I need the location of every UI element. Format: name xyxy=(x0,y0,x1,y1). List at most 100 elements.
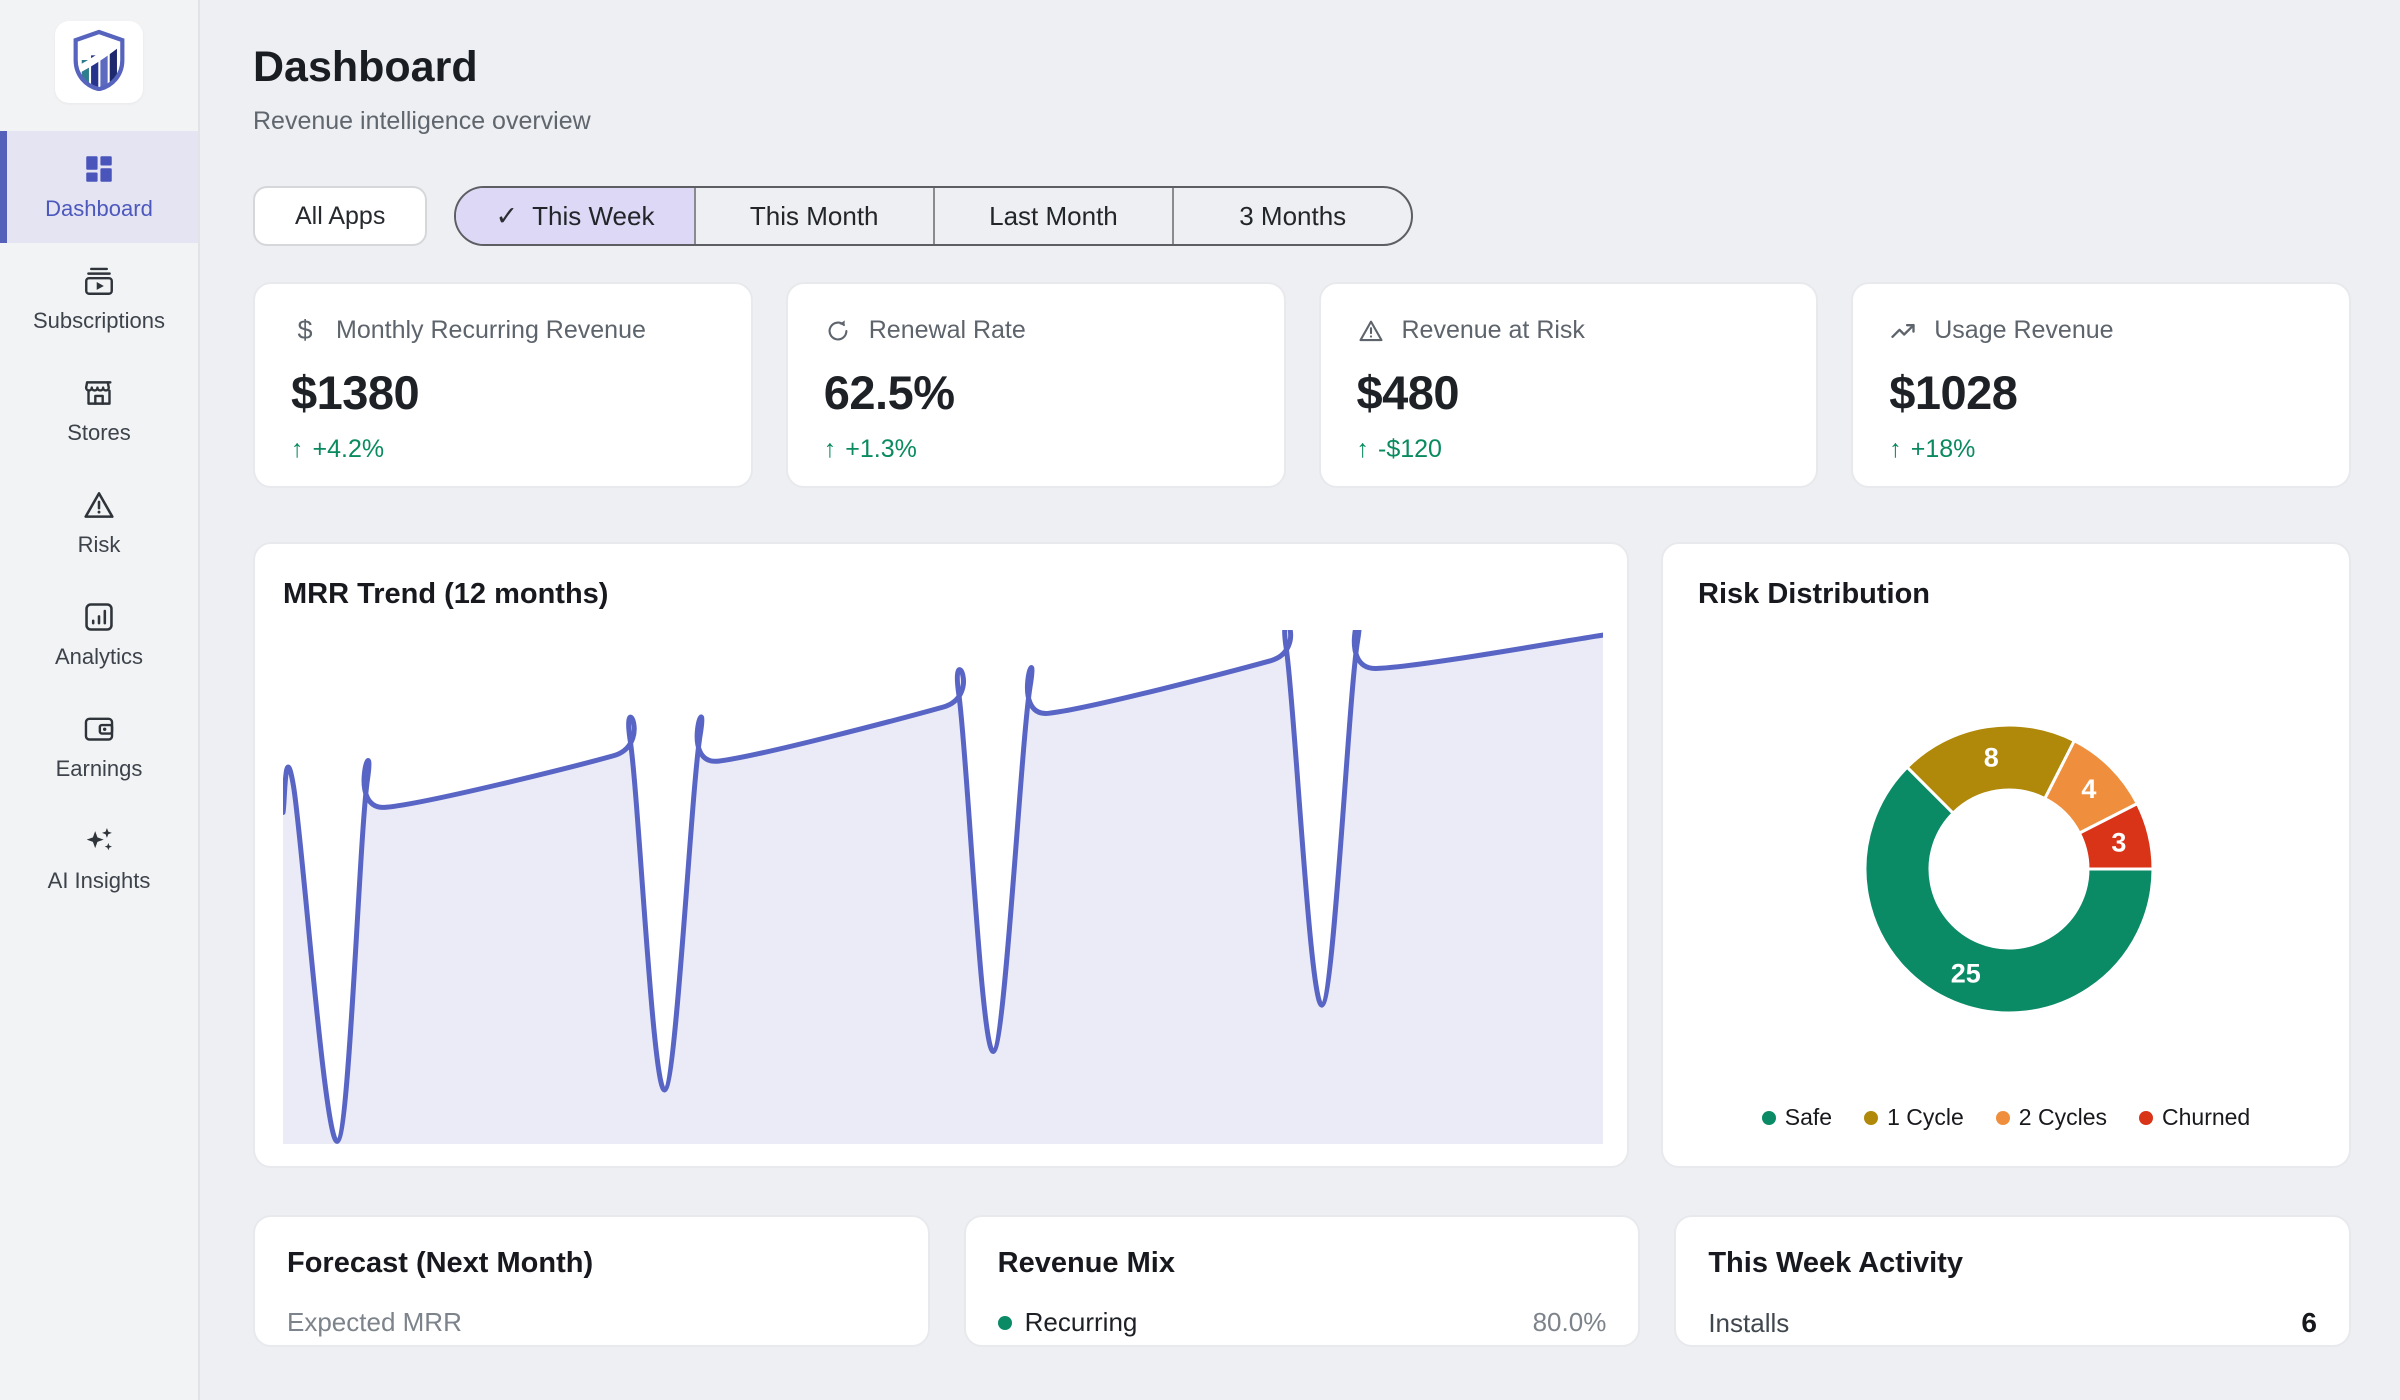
sidebar: Dashboard Subscriptions Stores Risk xyxy=(0,0,200,1400)
up-arrow-icon: ↑ xyxy=(824,435,837,464)
warning-icon xyxy=(82,488,116,522)
kpi-value: $1380 xyxy=(291,365,715,420)
kpi-label: Monthly Recurring Revenue xyxy=(336,316,646,345)
trending-up-icon xyxy=(1889,317,1917,345)
risk-distribution-card: Risk Distribution 25 8 43 Safe 1 Cycle 2 C… xyxy=(1661,542,2351,1168)
kpi-delta: ↑ +4.2% xyxy=(291,435,715,464)
chart-title: Risk Distribution xyxy=(1698,578,2314,611)
donut-legend: Safe 1 Cycle 2 Cycles Churned xyxy=(1663,1104,2349,1131)
sparkles-icon xyxy=(82,824,116,858)
svg-text:8: 8 xyxy=(1984,742,1999,772)
forecast-card: Forecast (Next Month) Expected MRR xyxy=(253,1215,930,1347)
activity-value: 6 xyxy=(2301,1307,2317,1339)
filter-bar: All Apps ✓ This Week This Month Last Mon… xyxy=(253,186,2351,246)
sidebar-item-label: Risk xyxy=(78,532,121,558)
bottom-row: Forecast (Next Month) Expected MRR Reven… xyxy=(253,1215,2351,1347)
segment-label: This Week xyxy=(532,201,654,232)
up-arrow-icon: ↑ xyxy=(1357,435,1370,464)
kpi-value: $480 xyxy=(1357,365,1781,420)
card-title: This Week Activity xyxy=(1708,1247,2317,1280)
kpi-delta: ↑ -$120 xyxy=(1357,435,1781,464)
sidebar-item-subscriptions[interactable]: Subscriptions xyxy=(0,243,198,355)
segment-this-month[interactable]: This Month xyxy=(694,188,933,244)
sidebar-item-earnings[interactable]: Earnings xyxy=(0,691,198,803)
sidebar-item-label: Subscriptions xyxy=(33,308,165,334)
kpi-delta: ↑ +1.3% xyxy=(824,435,1248,464)
chart-title: MRR Trend (12 months) xyxy=(283,578,1599,611)
storefront-icon xyxy=(82,376,116,410)
kpi-card-revenue-at-risk: Revenue at Risk $480 ↑ -$120 xyxy=(1319,282,1819,488)
recurring-dot xyxy=(998,1316,1012,1330)
mrr-line-chart xyxy=(283,630,1603,1144)
dashboard-icon xyxy=(82,152,116,186)
dollar-icon: $ xyxy=(291,317,319,345)
revenue-mix-value: 80.0% xyxy=(1533,1307,1607,1338)
sidebar-item-label: Stores xyxy=(67,420,131,446)
card-title: Revenue Mix xyxy=(998,1247,1607,1280)
dashboard-page: Dashboard Subscriptions Stores Risk xyxy=(0,0,2400,1400)
up-arrow-icon: ↑ xyxy=(291,435,304,464)
legend-item-1-cycle: 1 Cycle xyxy=(1864,1104,1964,1131)
legend-dot xyxy=(1996,1111,2010,1125)
sidebar-item-dashboard[interactable]: Dashboard xyxy=(0,131,198,243)
check-icon: ✓ xyxy=(495,201,518,232)
sidebar-item-label: Analytics xyxy=(55,644,143,670)
page-title: Dashboard xyxy=(253,46,2351,89)
kpi-label: Renewal Rate xyxy=(869,316,1026,345)
segment-this-week[interactable]: ✓ This Week xyxy=(456,188,693,244)
svg-text:3: 3 xyxy=(2111,828,2126,858)
segment-3-months[interactable]: 3 Months xyxy=(1172,188,1411,244)
kpi-card-mrr: $ Monthly Recurring Revenue $1380 ↑ +4.2… xyxy=(253,282,753,488)
activity-label: Installs xyxy=(1708,1308,1789,1339)
sidebar-item-label: AI Insights xyxy=(48,868,151,894)
mrr-trend-card: MRR Trend (12 months) xyxy=(253,542,1629,1168)
kpi-card-renewal-rate: Renewal Rate 62.5% ↑ +1.3% xyxy=(786,282,1286,488)
page-subtitle: Revenue intelligence overview xyxy=(253,109,2351,134)
segment-label: This Month xyxy=(750,201,879,232)
charts-row: MRR Trend (12 months) Risk Distribution … xyxy=(253,542,2351,1168)
app-logo[interactable] xyxy=(55,21,143,103)
time-range-segmented-control: ✓ This Week This Month Last Month 3 Mont… xyxy=(454,186,1413,246)
segment-last-month[interactable]: Last Month xyxy=(933,188,1172,244)
sidebar-item-analytics[interactable]: Analytics xyxy=(0,579,198,691)
kpi-row: $ Monthly Recurring Revenue $1380 ↑ +4.2… xyxy=(253,282,2351,488)
forecast-row-label: Expected MRR xyxy=(287,1307,462,1338)
revenue-mix-card: Revenue Mix Recurring 80.0% xyxy=(964,1215,1641,1347)
segment-label: Last Month xyxy=(989,201,1118,232)
legend-item-churned: Churned xyxy=(2139,1104,2250,1131)
sidebar-item-label: Dashboard xyxy=(45,196,153,222)
risk-donut-chart: 25 8 43 xyxy=(1844,704,2174,1034)
legend-dot xyxy=(1864,1111,1878,1125)
sidebar-item-risk[interactable]: Risk xyxy=(0,467,198,579)
subscriptions-icon xyxy=(82,264,116,298)
main-content: Dashboard Revenue intelligence overview … xyxy=(200,0,2400,1400)
legend-dot xyxy=(1762,1111,1776,1125)
all-apps-button[interactable]: All Apps xyxy=(253,186,427,246)
week-activity-card: This Week Activity Installs 6 xyxy=(1674,1215,2351,1347)
renew-icon xyxy=(824,317,852,345)
analytics-icon xyxy=(82,600,116,634)
legend-dot xyxy=(2139,1111,2153,1125)
kpi-card-usage-revenue: Usage Revenue $1028 ↑ +18% xyxy=(1851,282,2351,488)
revenue-mix-row: Recurring 80.0% xyxy=(998,1307,1607,1338)
svg-text:4: 4 xyxy=(2081,774,2096,804)
shield-logo-icon xyxy=(71,29,127,96)
sidebar-item-ai-insights[interactable]: AI Insights xyxy=(0,803,198,915)
kpi-delta: ↑ +18% xyxy=(1889,435,2313,464)
kpi-label: Revenue at Risk xyxy=(1402,316,1585,345)
warning-icon xyxy=(1357,317,1385,345)
wallet-icon xyxy=(82,712,116,746)
legend-item-safe: Safe xyxy=(1762,1104,1832,1131)
kpi-value: 62.5% xyxy=(824,365,1248,420)
sidebar-item-label: Earnings xyxy=(56,756,143,782)
svg-text:25: 25 xyxy=(1951,958,1981,988)
revenue-mix-label: Recurring xyxy=(1025,1307,1138,1338)
up-arrow-icon: ↑ xyxy=(1889,435,1902,464)
kpi-label: Usage Revenue xyxy=(1934,316,2113,345)
kpi-value: $1028 xyxy=(1889,365,2313,420)
activity-row: Installs 6 xyxy=(1708,1307,2317,1339)
sidebar-item-stores[interactable]: Stores xyxy=(0,355,198,467)
sidebar-nav: Dashboard Subscriptions Stores Risk xyxy=(0,131,198,915)
legend-item-2-cycles: 2 Cycles xyxy=(1996,1104,2107,1131)
segment-label: 3 Months xyxy=(1239,201,1346,232)
